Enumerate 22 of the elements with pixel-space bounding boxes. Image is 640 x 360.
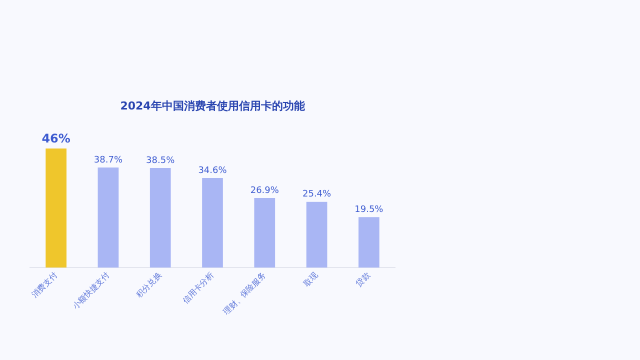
x-tick-label: 小额快捷支付 (70, 270, 112, 311)
x-tick-label: 消费支付 (30, 270, 60, 300)
data-label: 38.5% (146, 156, 176, 166)
data-label: 38.7% (94, 155, 123, 166)
bar (306, 202, 328, 268)
bar (254, 198, 276, 268)
data-label: 25.4% (302, 190, 332, 200)
bar (150, 168, 171, 268)
x-tick-label: 信用卡分析 (180, 270, 216, 306)
bar (358, 217, 380, 268)
x-tick-label: 贷款 (354, 270, 372, 288)
data-label: 34.6% (198, 166, 228, 176)
data-label: 46% (42, 132, 70, 146)
bar (98, 167, 119, 268)
bar (46, 148, 66, 268)
x-tick-label: 积分兑换 (134, 270, 164, 300)
data-label: 26.9% (250, 186, 280, 196)
bar (202, 178, 223, 268)
chart-title: 2024年中国消费者使用信用卡的功能 (120, 99, 306, 112)
x-tick-label: 理财、保险服务 (222, 270, 268, 317)
data-label: 19.5% (354, 204, 384, 215)
x-tick-label: 取现 (302, 270, 320, 288)
